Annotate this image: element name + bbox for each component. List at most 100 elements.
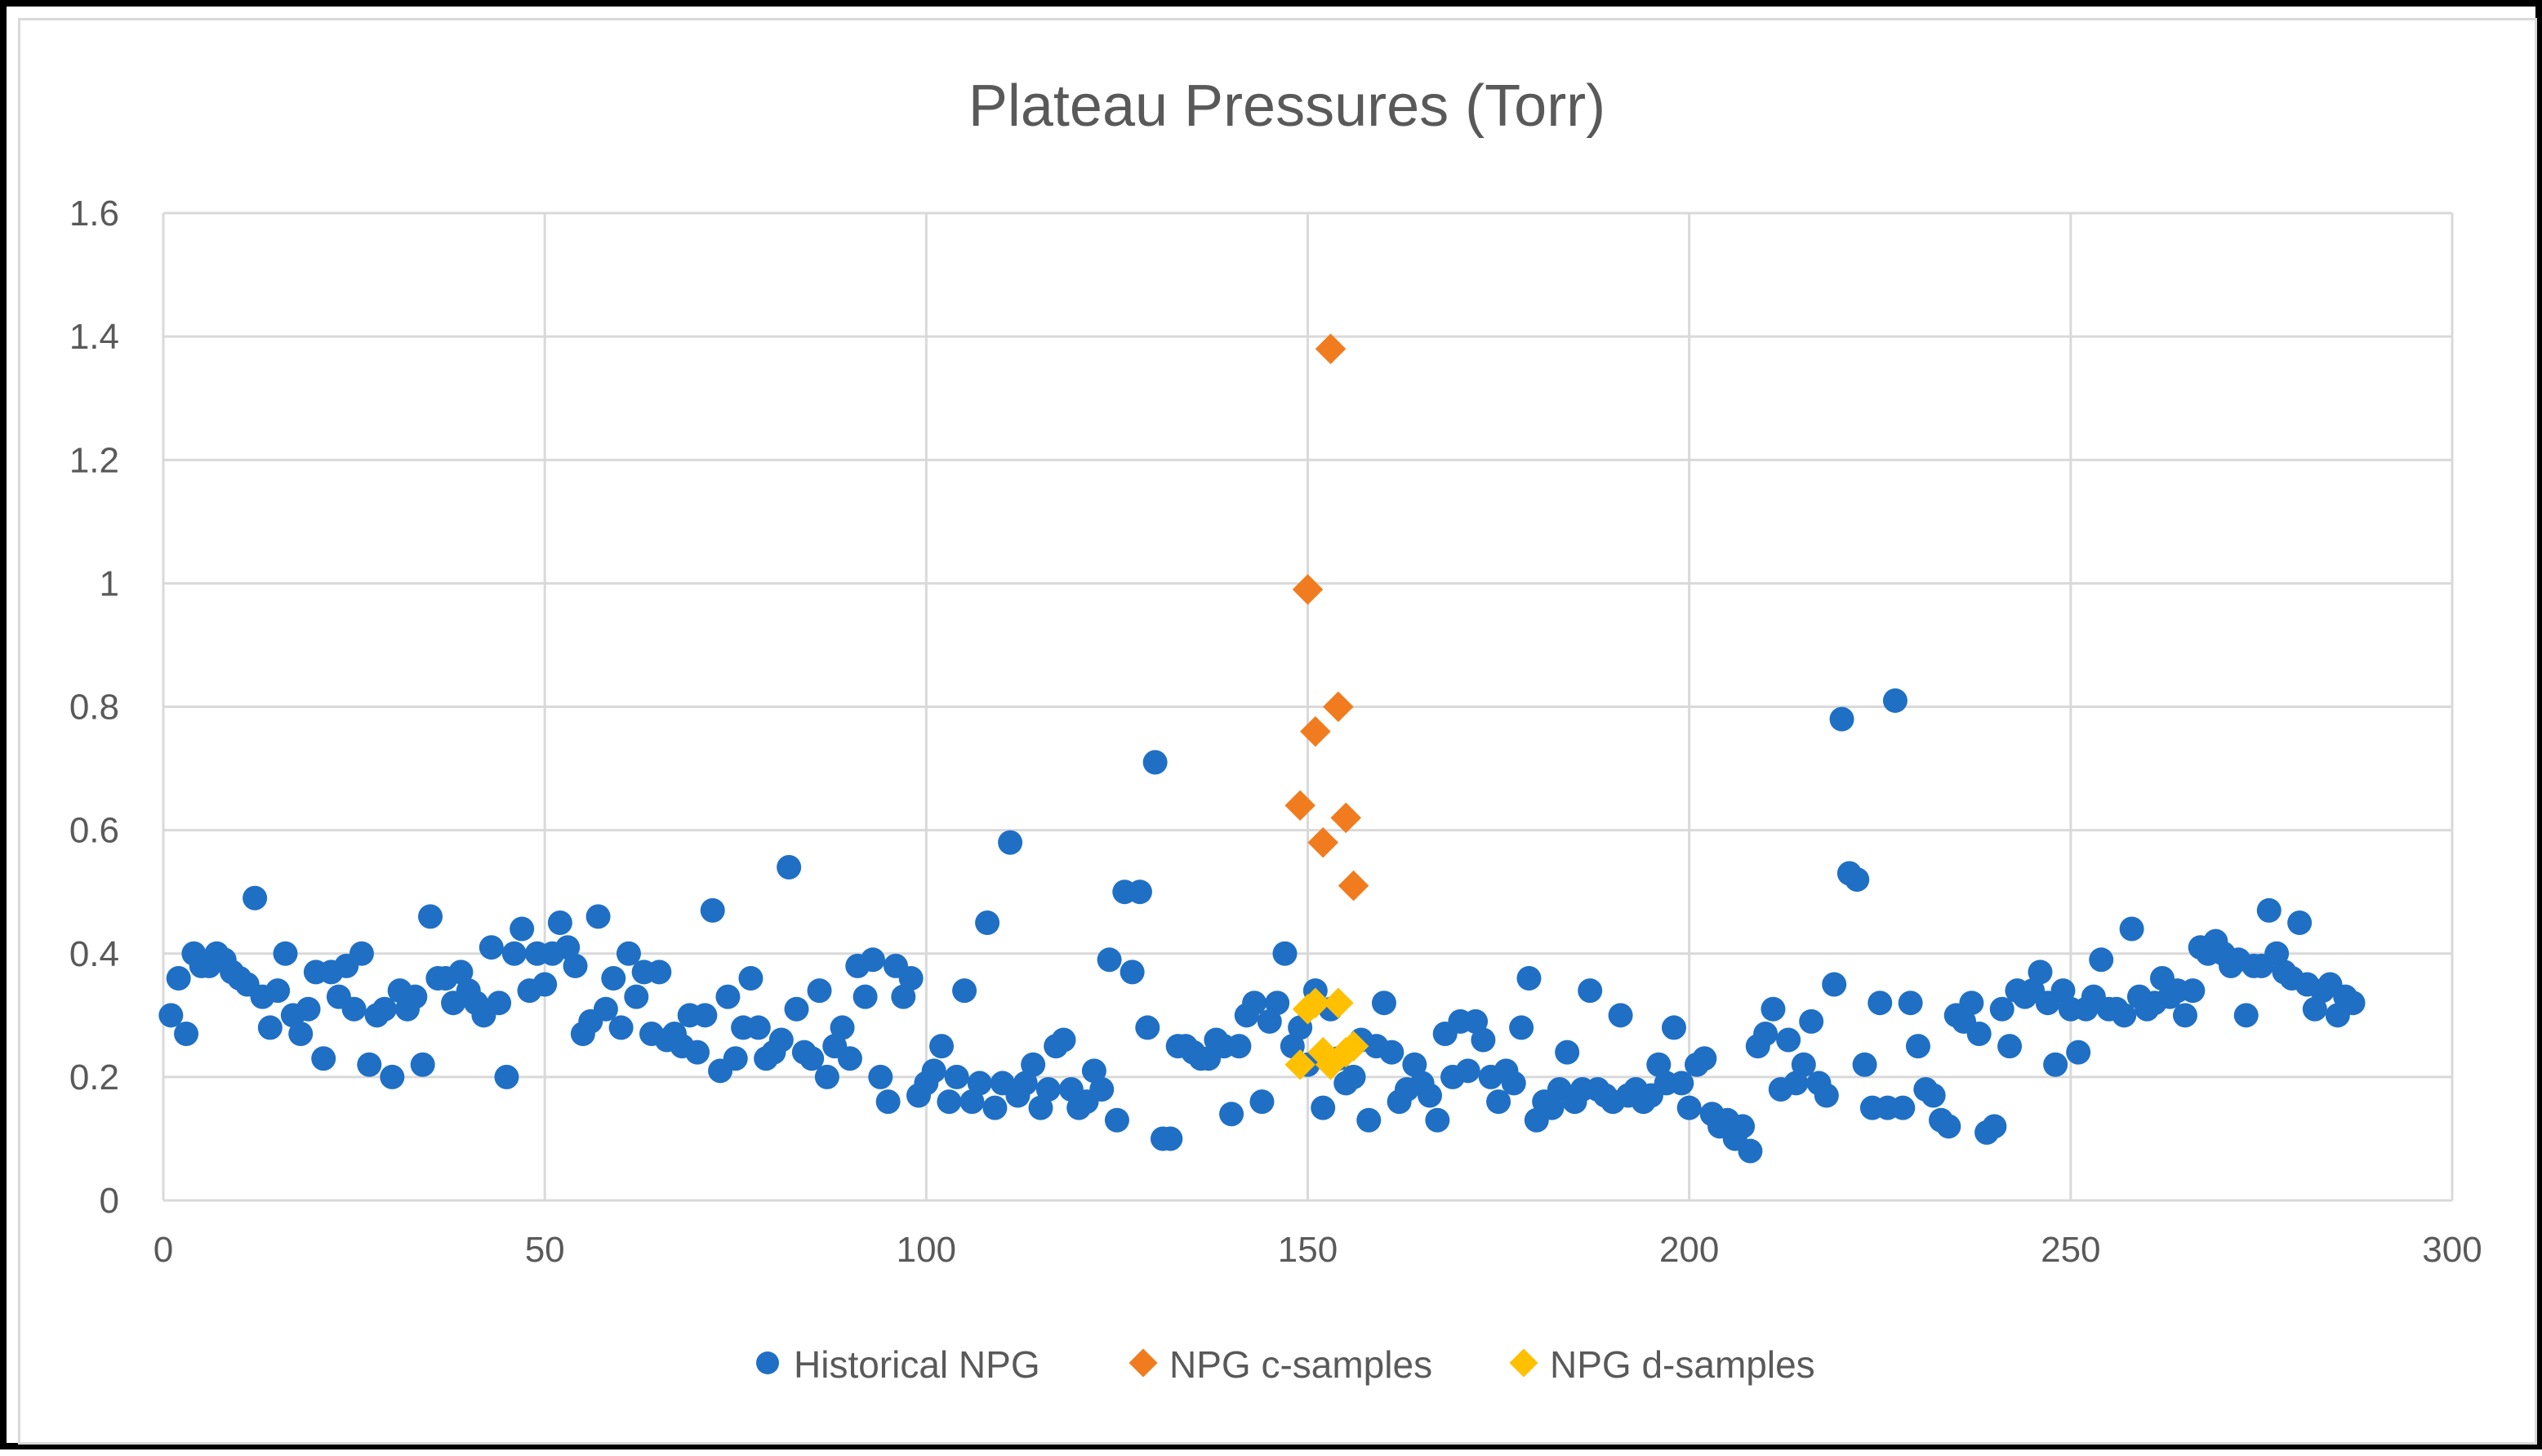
data-point (2172, 1003, 2197, 1028)
data-point (891, 984, 916, 1009)
data-point (1829, 706, 1854, 732)
data-point (501, 941, 527, 966)
data-point (799, 1046, 825, 1071)
grid-layer (162, 211, 2454, 1202)
data-point (372, 996, 397, 1022)
data-point (1379, 1040, 1405, 1065)
data-point (494, 1064, 519, 1089)
x-tick-label: 0 (154, 1230, 173, 1270)
legend: Historical NPG NPG c-samples NPG d-samples (756, 1343, 1815, 1386)
data-point (1646, 1052, 1672, 1077)
legend-entry: NPG c-samples (1129, 1343, 1432, 1386)
data-point (1486, 1089, 1511, 1115)
data-point (768, 1027, 794, 1053)
series-1 (158, 688, 2366, 1164)
data-point (1028, 1095, 1053, 1120)
tick-labels: 0 0.2 0.4 0.6 0.8 1 1.2 1.4 1.6 0 50 100 150 200 250 30… (69, 194, 2482, 1270)
data-point (1142, 750, 1168, 775)
data-point (715, 984, 741, 1009)
data-point (975, 910, 1000, 935)
data-point (1868, 991, 1893, 1016)
y-tick-label: 0.6 (69, 811, 119, 851)
data-point (1035, 1076, 1061, 1102)
legend-entry: NPG d-samples (1509, 1343, 1815, 1386)
data-point (2043, 1052, 2068, 1077)
data-point (1738, 1138, 1763, 1164)
data-point (1814, 1083, 1839, 1108)
data-point (288, 1021, 314, 1046)
data-point (1323, 987, 1354, 1018)
data-point (1219, 1102, 1244, 1127)
x-tick-label: 50 (525, 1230, 565, 1270)
series-3 (1284, 987, 1369, 1080)
data-point (1265, 991, 1290, 1016)
data-point (1323, 691, 1354, 723)
data-point (1300, 987, 1331, 1018)
data-point (357, 1052, 382, 1077)
data-point (403, 984, 428, 1009)
data-point (1330, 802, 1361, 834)
data-point (1791, 1052, 1816, 1077)
data-point (2112, 1003, 2137, 1028)
data-point (784, 996, 809, 1022)
data-point (624, 984, 649, 1009)
data-point (479, 935, 504, 960)
legend-marker (1509, 1348, 1538, 1378)
data-point (1104, 1107, 1129, 1133)
data-point (1501, 1071, 1526, 1096)
data-point (723, 1046, 748, 1071)
data-point (1516, 965, 1542, 991)
data-point (2028, 960, 2053, 985)
data-point (1799, 1009, 1824, 1034)
data-point (929, 1034, 955, 1059)
data-point (1417, 1083, 1442, 1108)
data-point (563, 953, 588, 978)
data-point (341, 996, 367, 1022)
y-tick-label: 0 (100, 1181, 119, 1221)
data-point (1284, 790, 1316, 822)
data-point (1425, 1107, 1450, 1133)
y-tick-label: 1 (100, 563, 119, 603)
data-point (738, 965, 763, 991)
legend-marker (756, 1351, 779, 1374)
scatter-chart: Plateau Pressures (Torr) 0 0.2 0.4 0.6 0.8 1 1… (69, 73, 2482, 1386)
y-tick-label: 1.6 (69, 194, 119, 234)
data-point (1845, 867, 1870, 893)
legend-label: NPG c-samples (1169, 1343, 1432, 1386)
data-point (2302, 996, 2327, 1022)
data-point (593, 996, 618, 1022)
data-point (532, 972, 558, 997)
data-point (746, 1015, 771, 1040)
data-point (585, 904, 611, 929)
data-point (868, 1064, 893, 1089)
data-point (1761, 996, 1786, 1022)
data-point (1966, 1021, 1992, 1046)
data-point (1013, 1071, 1038, 1096)
data-point (1730, 1114, 1756, 1139)
data-point (1249, 1089, 1275, 1115)
data-point (692, 1003, 718, 1028)
data-point (1898, 991, 1923, 1016)
y-tick-label: 0.4 (69, 934, 119, 974)
data-point (1455, 1058, 1480, 1084)
data-point (1371, 991, 1396, 1016)
data-point (510, 916, 535, 942)
series-2 (1284, 333, 1369, 902)
data-point (685, 1040, 710, 1065)
data-point (982, 1095, 1008, 1120)
data-point (418, 904, 443, 929)
data-point (1307, 826, 1338, 858)
legend-label: NPG d-samples (1550, 1343, 1815, 1386)
data-point (1692, 1046, 1717, 1071)
data-point (448, 960, 474, 985)
data-point (944, 1064, 969, 1089)
y-tick-label: 1.4 (69, 317, 119, 357)
data-point (1661, 1015, 1686, 1040)
data-point (2233, 1003, 2259, 1028)
data-point (1081, 1058, 1106, 1084)
x-tick-label: 300 (2422, 1230, 2482, 1270)
data-point (830, 1015, 855, 1040)
data-point (1890, 1095, 1916, 1120)
data-point (1669, 1071, 1694, 1096)
data-point (547, 910, 572, 935)
